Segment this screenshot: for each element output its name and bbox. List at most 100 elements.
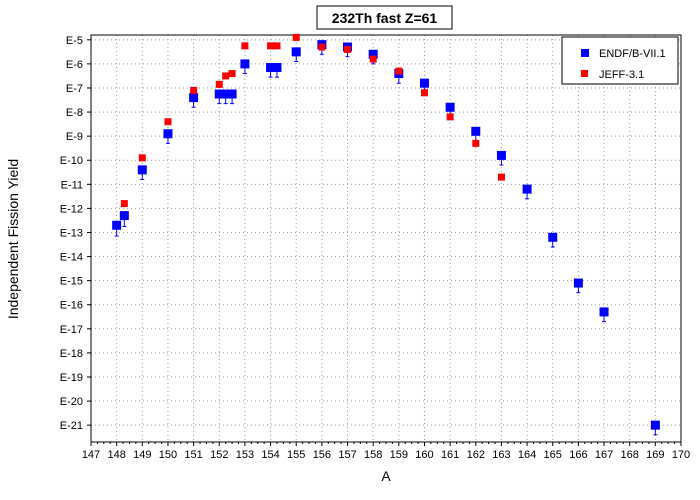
data-point [369,55,377,63]
y-tick-label: E-11 [61,179,83,191]
y-tick-label: E-19 [60,372,83,384]
data-point [548,232,558,242]
data-point [599,307,609,317]
data-point [214,89,224,99]
data-point [318,43,326,51]
y-axis: E-5 E-6 E-7 E-8 E-9 E-10 E-11 E-12 E-13 E-14 E-15 E… [60,35,91,432]
data-point [267,42,275,50]
data-point [138,154,146,162]
x-tick-label: 158 [364,449,382,461]
legend-label-jeff: JEFF-3.1 [599,69,644,81]
y-tick-label: E-12 [60,203,83,215]
data-point [497,173,505,181]
data-point [215,80,223,88]
x-tick-label: 160 [415,449,433,461]
data-point [273,42,281,50]
y-tick-label: E-20 [60,396,83,408]
legend-marker-endf [581,49,589,57]
y-tick-label: E-5 [66,35,83,47]
data-point [164,118,172,126]
data-point [190,86,198,94]
data-point [120,200,128,208]
y-tick-label: E-7 [66,83,83,95]
x-tick-label: 148 [107,449,125,461]
data-point [419,78,429,88]
y-tick-label: E-21 [60,420,83,432]
data-point [189,93,199,103]
data-point [112,220,122,230]
legend-label-endf: ENDF/B-VII.1 [599,48,666,60]
data-point [163,129,173,139]
data-point [222,72,230,80]
data-point [119,211,129,221]
data-point [368,49,378,59]
y-tick-label: E-17 [60,324,83,336]
data-point [344,45,352,53]
data-point [292,33,300,41]
x-tick-label: 150 [159,449,177,461]
data-point [228,70,236,78]
data-point [291,47,301,57]
data-point [221,89,231,99]
x-tick-label: 147 [82,449,100,461]
x-tick-label: 170 [672,449,690,461]
y-tick-label: E-18 [60,348,83,360]
data-point [471,126,481,136]
y-tick-label: E-16 [60,300,83,312]
x-tick-label: 154 [261,449,279,461]
x-tick-label: 167 [595,449,613,461]
legend-marker-jeff [581,70,588,77]
data-point [137,165,147,175]
y-tick-label: E-14 [60,252,83,264]
data-point [266,63,276,73]
data-point [420,89,428,97]
x-tick-label: 152 [210,449,228,461]
x-tick-label: 159 [390,449,408,461]
x-axis: 147 148 149 150 151 152 153 154 155 156 157 158 159 1… [82,442,690,461]
x-tick-label: 166 [569,449,587,461]
x-tick-label: 151 [184,449,202,461]
x-tick-label: 161 [441,449,459,461]
data-point [573,278,583,288]
data-point [496,150,506,160]
data-point [272,63,282,73]
x-tick-label: 157 [338,449,356,461]
series-jeff [120,33,505,208]
x-tick-label: 156 [313,449,331,461]
y-tick-label: E-15 [60,276,83,288]
grid-lines [90,35,682,442]
x-tick-label: 155 [287,449,305,461]
x-tick-label: 149 [133,449,151,461]
series-marks [112,33,660,436]
y-tick-label: E-6 [66,59,83,71]
legend-frame [561,36,679,85]
data-point [650,420,660,430]
data-point [395,67,403,75]
y-tick-label: E-8 [66,107,83,119]
chart-title: 232Th fast Z=61 [332,10,438,26]
chart-title-box: 232Th fast Z=61 [316,5,453,30]
data-point [227,89,237,99]
y-tick-label: E-9 [66,131,83,143]
data-point [472,139,480,147]
y-tick-label: E-10 [60,155,83,167]
legend: ENDF/B-VII.1 JEFF-3.1 [561,36,679,85]
data-point [241,42,249,50]
x-tick-label: 153 [236,449,254,461]
data-point [446,113,454,121]
data-point [522,184,532,194]
series-endf [112,40,660,436]
y-tick-label: E-13 [60,227,83,239]
x-tick-label: 169 [646,449,664,461]
plot-area-frame [90,34,682,443]
x-tick-label: 164 [518,449,536,461]
x-tick-label: 163 [492,449,510,461]
x-tick-label: 168 [621,449,639,461]
y-axis-title: Independent Fission Yield [5,159,21,319]
data-point [240,59,250,69]
x-tick-label: 162 [467,449,485,461]
x-axis-title: A [381,468,391,484]
x-tick-label: 165 [544,449,562,461]
data-point [445,102,455,112]
